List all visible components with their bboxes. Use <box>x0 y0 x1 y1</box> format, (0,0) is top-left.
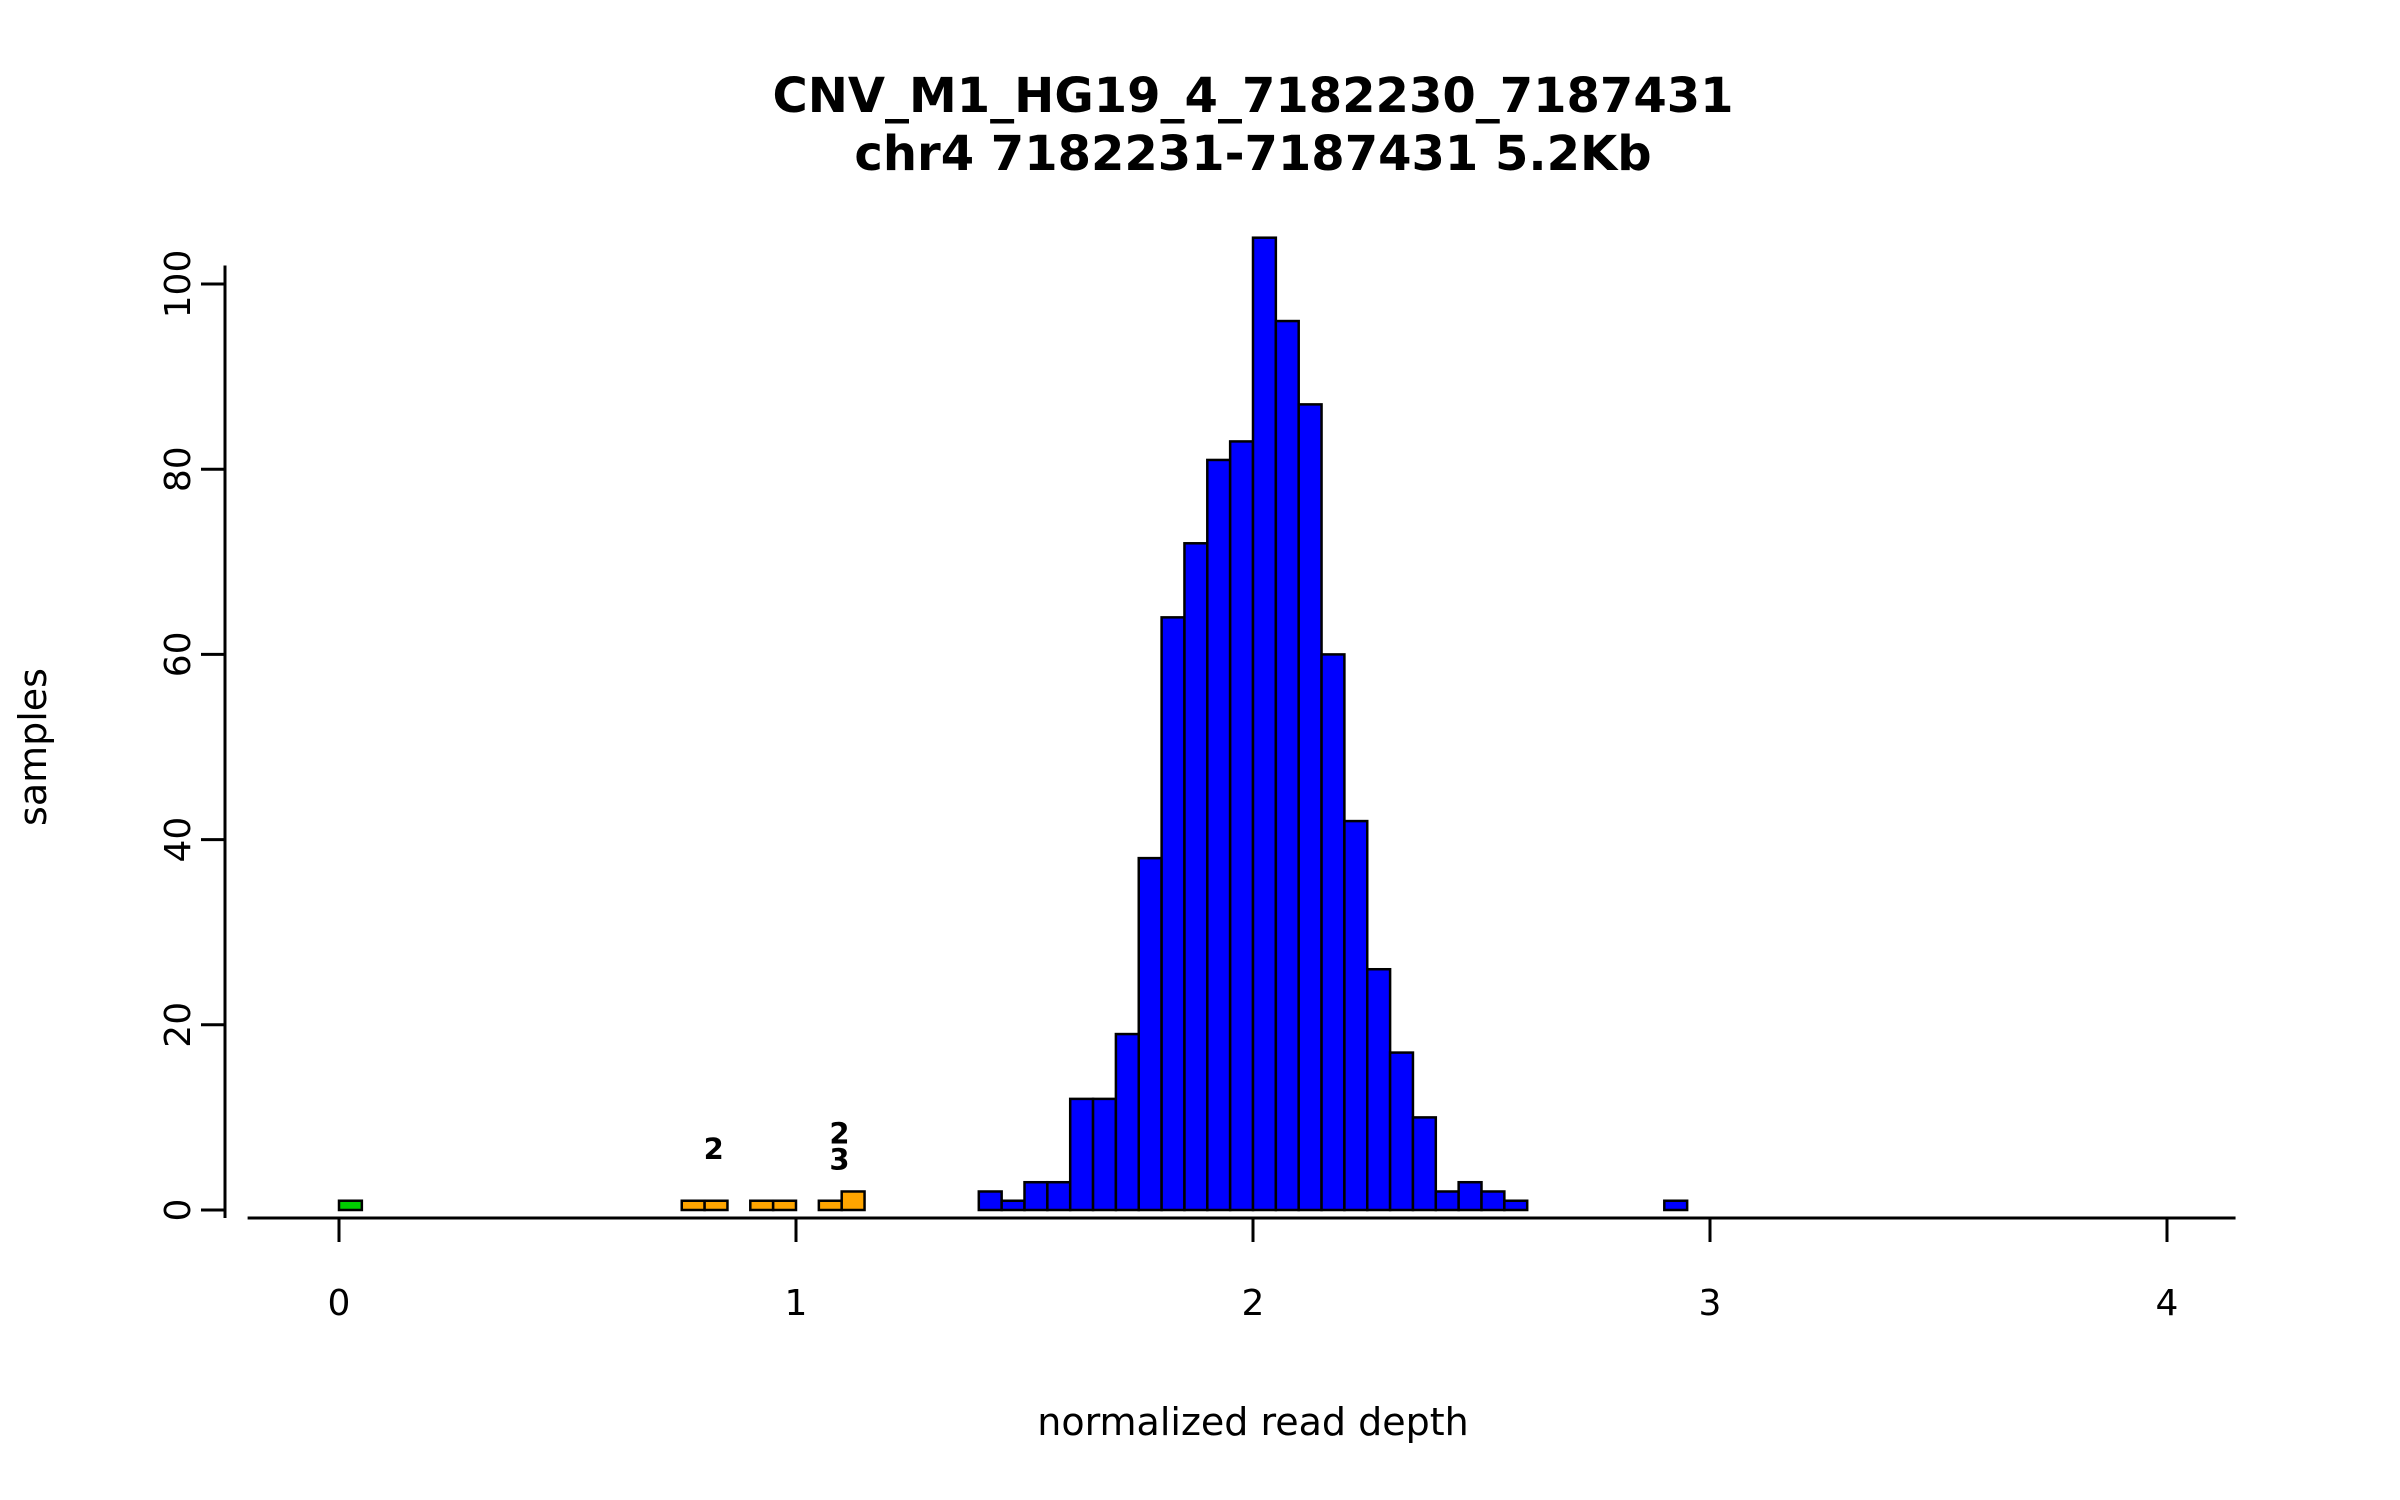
histogram-bar <box>1457 1180 1483 1212</box>
histogram-bar <box>1663 1199 1689 1212</box>
y-tick-label: 20 <box>158 1002 199 1048</box>
histogram-bar <box>1023 1180 1049 1212</box>
x-tick-label: 3 <box>1699 1283 1722 1324</box>
x-axis-label: normalized read depth <box>1037 1400 1469 1444</box>
histogram-bar <box>840 1190 866 1212</box>
histogram-bar <box>680 1199 706 1212</box>
histogram-bar <box>771 1199 798 1212</box>
y-tick-label: 60 <box>158 631 199 677</box>
y-tick-label: 0 <box>158 1199 199 1222</box>
histogram-bar <box>817 1199 843 1212</box>
histogram-bar <box>337 1199 364 1212</box>
histogram-bar <box>977 1190 1003 1212</box>
histogram-bar <box>749 1199 775 1212</box>
histogram-bar <box>1137 856 1163 1212</box>
y-tick-label: 100 <box>158 250 199 319</box>
x-tick-label: 1 <box>785 1283 808 1324</box>
x-tick-label: 4 <box>2156 1283 2179 1324</box>
y-axis-label: samples <box>11 668 55 826</box>
chart-subtitle: chr4 7182231-7187431 5.2Kb <box>854 126 1651 182</box>
histogram-bar <box>703 1199 729 1212</box>
bar-count-annotation: 3 <box>829 1142 849 1176</box>
histogram-bar <box>1046 1180 1072 1212</box>
histogram-bar <box>1503 1199 1529 1212</box>
histogram-bar <box>1411 1116 1438 1212</box>
x-tick-label: 0 <box>328 1283 351 1324</box>
histogram-bar <box>1274 319 1300 1212</box>
histogram-bar <box>1366 967 1392 1212</box>
y-tick-label: 80 <box>158 446 199 492</box>
x-tick-label: 2 <box>1242 1283 1265 1324</box>
y-tick-label: 40 <box>158 817 199 863</box>
bar-count-annotation: 2 <box>829 1116 849 1150</box>
histogram-bar <box>1343 819 1369 1212</box>
histogram-bar <box>1206 458 1232 1212</box>
histogram-bar <box>1068 1097 1095 1212</box>
histogram-bar <box>1160 616 1186 1212</box>
annotations-group: 2 23 <box>704 1116 850 1176</box>
histogram-bar <box>1091 1097 1118 1212</box>
histogram-bar <box>1251 236 1278 1212</box>
bars-group <box>337 236 1689 1212</box>
histogram-bar <box>1320 653 1346 1212</box>
histogram-bar <box>1388 1051 1415 1212</box>
chart-title: CNV_M1_HG19_4_7182230_7187431 <box>772 68 1733 124</box>
histogram-bar <box>1480 1190 1506 1212</box>
histogram-bar <box>1114 1032 1141 1212</box>
bar-count-annotation: 2 <box>704 1132 724 1166</box>
histogram-bar <box>1228 440 1255 1212</box>
histogram-bar <box>1000 1199 1026 1212</box>
histogram-bar <box>1183 542 1209 1212</box>
histogram-bar <box>1434 1190 1460 1212</box>
histogram-bar <box>1297 403 1323 1212</box>
